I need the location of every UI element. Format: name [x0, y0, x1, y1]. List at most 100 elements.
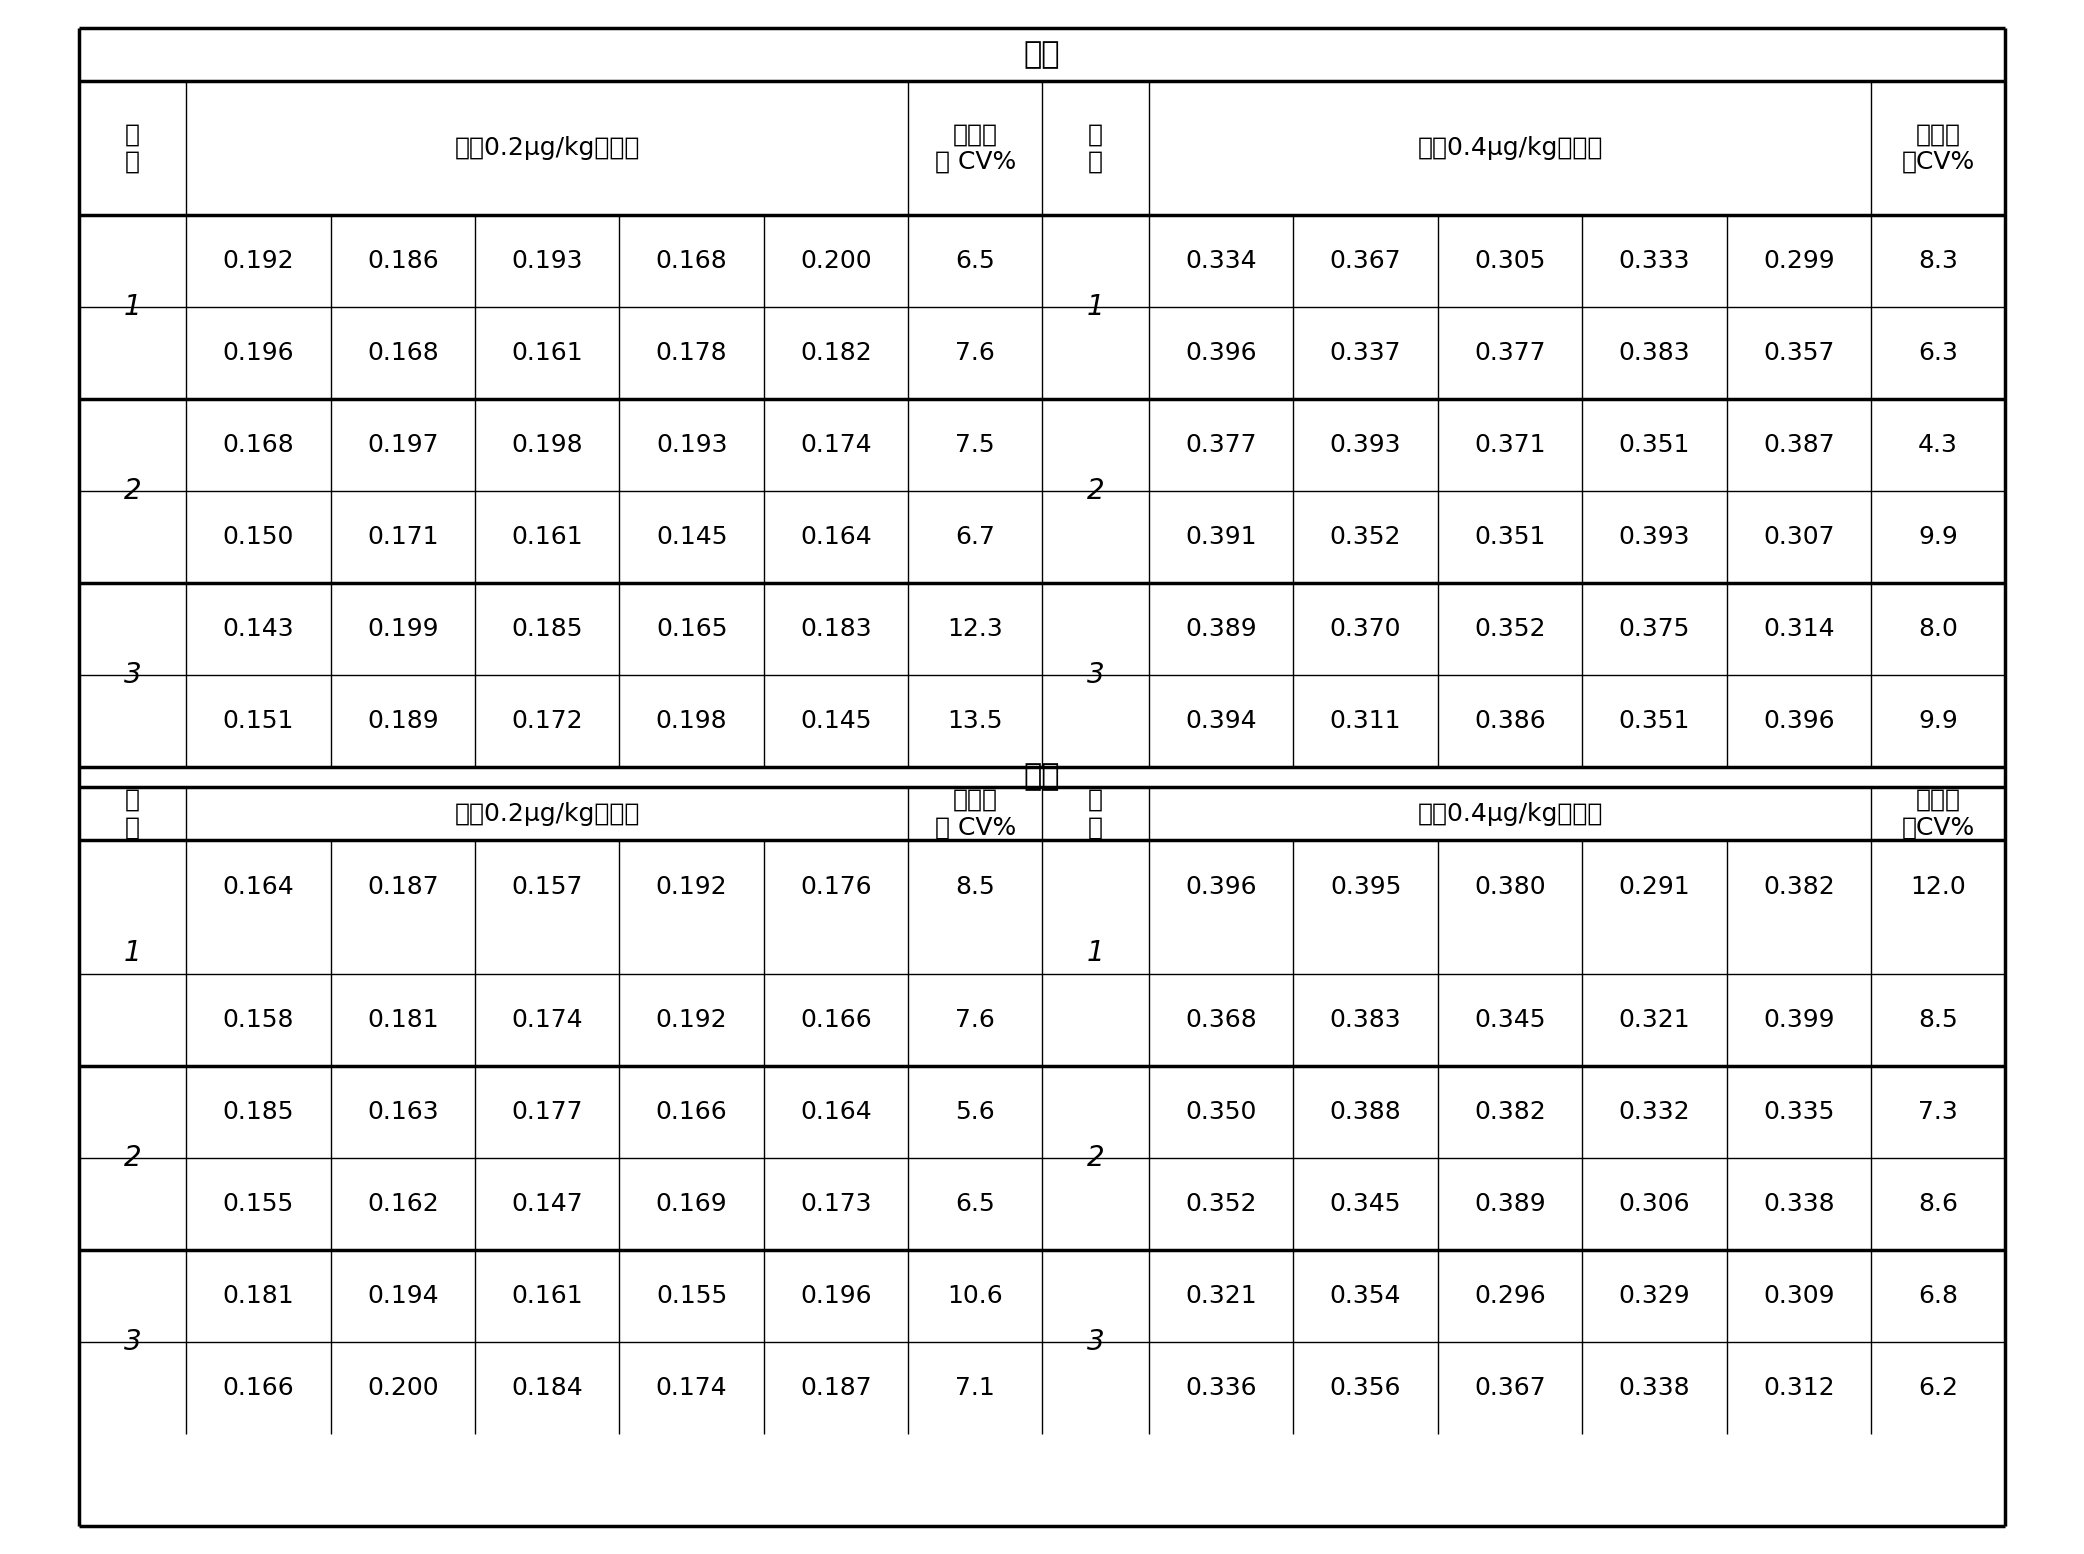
- Text: 0.183: 0.183: [800, 617, 871, 640]
- Text: 6.8: 6.8: [1917, 1284, 1959, 1308]
- Text: 0.174: 0.174: [656, 1375, 727, 1400]
- Text: 0.389: 0.389: [1473, 1192, 1546, 1215]
- Text: 0.367: 0.367: [1330, 249, 1400, 274]
- Text: 0.147: 0.147: [511, 1192, 584, 1215]
- Text: 7.1: 7.1: [954, 1375, 994, 1400]
- Text: 批
次: 批 次: [1088, 788, 1102, 839]
- Text: 0.377: 0.377: [1473, 340, 1546, 365]
- Text: 2: 2: [123, 1144, 142, 1172]
- Text: 7.6: 7.6: [954, 340, 994, 365]
- Text: 0.194: 0.194: [367, 1284, 438, 1308]
- Text: 0.393: 0.393: [1619, 525, 1690, 549]
- Text: 4.3: 4.3: [1917, 434, 1957, 457]
- Text: 0.383: 0.383: [1330, 1009, 1400, 1032]
- Text: 0.151: 0.151: [223, 709, 294, 733]
- Text: 0.168: 0.168: [223, 434, 294, 457]
- Text: 0.338: 0.338: [1763, 1192, 1834, 1215]
- Text: 添加0.4μg/kg实测值: 添加0.4μg/kg实测值: [1417, 802, 1603, 825]
- Text: 0.371: 0.371: [1473, 434, 1546, 457]
- Text: 0.311: 0.311: [1330, 709, 1400, 733]
- Text: 7.5: 7.5: [954, 434, 994, 457]
- Text: 0.187: 0.187: [800, 1375, 871, 1400]
- Text: 0.309: 0.309: [1763, 1284, 1834, 1308]
- Text: 0.184: 0.184: [511, 1375, 584, 1400]
- Text: 0.168: 0.168: [367, 340, 438, 365]
- Text: 0.197: 0.197: [367, 434, 438, 457]
- Text: 0.377: 0.377: [1186, 434, 1257, 457]
- Text: 批
次: 批 次: [125, 788, 140, 839]
- Text: 0.168: 0.168: [656, 249, 727, 274]
- Text: 8.6: 8.6: [1917, 1192, 1959, 1215]
- Text: 0.396: 0.396: [1186, 875, 1257, 898]
- Text: 0.352: 0.352: [1186, 1192, 1257, 1215]
- Text: 0.399: 0.399: [1763, 1009, 1834, 1032]
- Text: 0.163: 0.163: [367, 1100, 438, 1124]
- Text: 0.186: 0.186: [367, 249, 438, 274]
- Text: 0.185: 0.185: [511, 617, 584, 640]
- Text: 0.370: 0.370: [1330, 617, 1400, 640]
- Text: 0.157: 0.157: [511, 875, 584, 898]
- Text: 0.200: 0.200: [367, 1375, 438, 1400]
- Text: 1: 1: [1086, 292, 1105, 320]
- Text: 0.352: 0.352: [1330, 525, 1400, 549]
- Text: 7.3: 7.3: [1917, 1100, 1957, 1124]
- Text: 9.9: 9.9: [1917, 525, 1957, 549]
- Text: 0.368: 0.368: [1186, 1009, 1257, 1032]
- Text: 0.158: 0.158: [223, 1009, 294, 1032]
- Text: 0.395: 0.395: [1330, 875, 1400, 898]
- Text: 0.380: 0.380: [1473, 875, 1546, 898]
- Text: 0.396: 0.396: [1763, 709, 1834, 733]
- Text: 0.193: 0.193: [656, 434, 727, 457]
- Text: 0.198: 0.198: [511, 434, 584, 457]
- Text: 0.388: 0.388: [1330, 1100, 1400, 1124]
- Text: 0.356: 0.356: [1330, 1375, 1400, 1400]
- Text: 0.150: 0.150: [223, 525, 294, 549]
- Text: 0.391: 0.391: [1186, 525, 1257, 549]
- Text: 6.7: 6.7: [954, 525, 994, 549]
- Text: 0.171: 0.171: [367, 525, 438, 549]
- Text: 0.185: 0.185: [223, 1100, 294, 1124]
- Text: 0.193: 0.193: [511, 249, 584, 274]
- Text: 0.306: 0.306: [1619, 1192, 1690, 1215]
- Text: 0.192: 0.192: [223, 249, 294, 274]
- Text: 0.161: 0.161: [511, 1284, 584, 1308]
- Text: 0.396: 0.396: [1186, 340, 1257, 365]
- Text: 0.176: 0.176: [800, 875, 871, 898]
- Text: 6.5: 6.5: [954, 249, 994, 274]
- Text: 3: 3: [1086, 660, 1105, 688]
- Text: 批
次: 批 次: [1088, 123, 1102, 174]
- Text: 0.181: 0.181: [223, 1284, 294, 1308]
- Text: 0.357: 0.357: [1763, 340, 1834, 365]
- Text: 0.382: 0.382: [1473, 1100, 1546, 1124]
- Text: 0.181: 0.181: [367, 1009, 438, 1032]
- Text: 3: 3: [1086, 1329, 1105, 1357]
- Text: 0.350: 0.350: [1186, 1100, 1257, 1124]
- Text: 5.6: 5.6: [954, 1100, 994, 1124]
- Text: 变异系
数CV%: 变异系 数CV%: [1901, 123, 1974, 174]
- Text: 0.161: 0.161: [511, 525, 584, 549]
- Text: 0.166: 0.166: [800, 1009, 871, 1032]
- Text: 0.332: 0.332: [1619, 1100, 1690, 1124]
- Text: 0.178: 0.178: [656, 340, 727, 365]
- Text: 8.5: 8.5: [954, 875, 994, 898]
- Text: 0.145: 0.145: [656, 525, 727, 549]
- Text: 添加0.2μg/kg实测值: 添加0.2μg/kg实测值: [454, 137, 640, 160]
- Text: 0.337: 0.337: [1330, 340, 1400, 365]
- Text: 0.187: 0.187: [367, 875, 438, 898]
- Text: 0.329: 0.329: [1619, 1284, 1690, 1308]
- Text: 10.6: 10.6: [948, 1284, 1002, 1308]
- Text: 0.174: 0.174: [511, 1009, 584, 1032]
- Text: 0.345: 0.345: [1473, 1009, 1546, 1032]
- Text: 0.375: 0.375: [1619, 617, 1690, 640]
- Text: 7.6: 7.6: [954, 1009, 994, 1032]
- Text: 9.9: 9.9: [1917, 709, 1957, 733]
- Text: 0.351: 0.351: [1619, 709, 1690, 733]
- Text: 0.387: 0.387: [1763, 434, 1834, 457]
- Text: 12.3: 12.3: [948, 617, 1002, 640]
- Text: 0.291: 0.291: [1619, 875, 1690, 898]
- Text: 0.199: 0.199: [367, 617, 438, 640]
- Text: 0.389: 0.389: [1186, 617, 1257, 640]
- Text: 0.351: 0.351: [1473, 525, 1546, 549]
- Text: 添加0.2μg/kg实测值: 添加0.2μg/kg实测值: [454, 802, 640, 825]
- Text: 0.386: 0.386: [1473, 709, 1546, 733]
